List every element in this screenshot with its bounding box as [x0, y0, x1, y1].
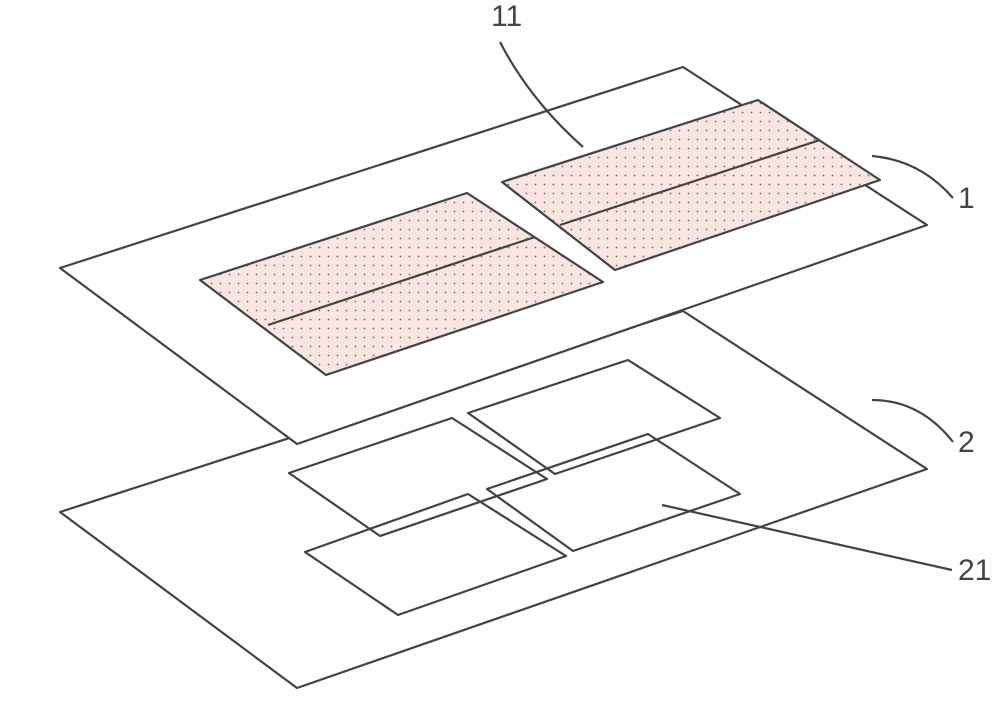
- bottom-panel-4: [487, 434, 740, 551]
- label-1: 1: [958, 182, 975, 215]
- label-21: 21: [958, 554, 991, 587]
- top-layer: [60, 67, 927, 444]
- label-11: 11: [491, 0, 522, 33]
- leader-2: [872, 400, 953, 442]
- label-2: 2: [958, 426, 975, 459]
- leader-1: [872, 156, 953, 198]
- leader-21: [662, 505, 952, 570]
